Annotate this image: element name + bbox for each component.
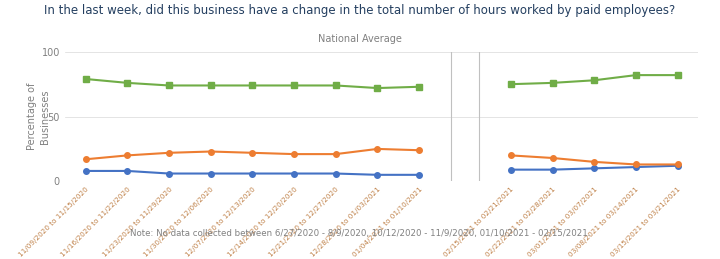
Y-axis label: Percentage of
Businesses: Percentage of Businesses xyxy=(27,83,50,150)
Text: National Average: National Average xyxy=(318,34,402,44)
Text: In the last week, did this business have a change in the total number of hours w: In the last week, did this business have… xyxy=(45,4,675,17)
Text: Note: No data collected between 6/27/2020 - 8/9/2020, 10/12/2020 - 11/9/2020, 01: Note: No data collected between 6/27/202… xyxy=(130,229,590,238)
